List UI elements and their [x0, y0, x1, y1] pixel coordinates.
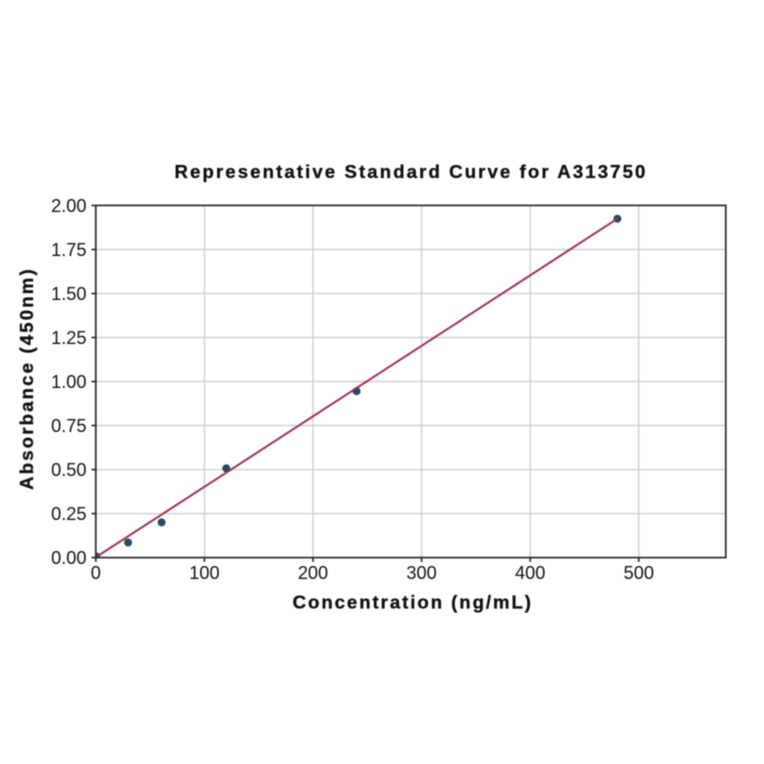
svg-text:500: 500: [624, 563, 654, 583]
svg-text:200: 200: [298, 563, 328, 583]
svg-text:300: 300: [406, 563, 436, 583]
svg-text:100: 100: [189, 563, 219, 583]
svg-text:0: 0: [91, 563, 101, 583]
svg-text:0.00: 0.00: [51, 548, 86, 568]
svg-text:400: 400: [515, 563, 545, 583]
svg-text:2.00: 2.00: [51, 196, 86, 216]
svg-text:1.50: 1.50: [51, 284, 86, 304]
svg-text:Concentration (ng/mL): Concentration (ng/mL): [293, 591, 533, 612]
svg-text:0.75: 0.75: [51, 416, 86, 436]
svg-text:Absorbance (450nm): Absorbance (450nm): [16, 267, 37, 490]
svg-text:0.50: 0.50: [51, 460, 86, 480]
svg-text:1.00: 1.00: [51, 372, 86, 392]
svg-text:1.25: 1.25: [51, 328, 86, 348]
svg-text:1.75: 1.75: [51, 240, 86, 260]
svg-text:0.25: 0.25: [51, 504, 86, 524]
svg-text:Representative Standard Curve: Representative Standard Curve for A31375…: [175, 161, 648, 182]
